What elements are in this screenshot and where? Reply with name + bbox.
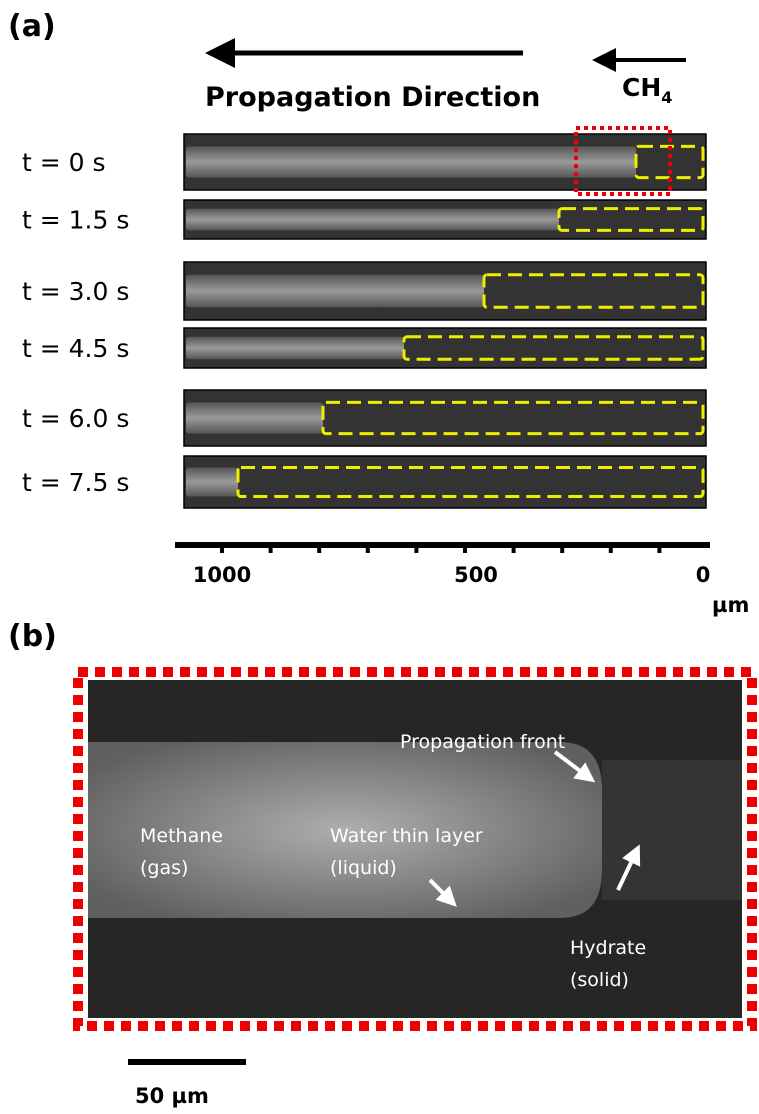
water-label: (liquid) — [330, 857, 397, 879]
scale-label: 500 — [454, 563, 498, 587]
gas-label: (gas) — [140, 857, 188, 879]
front-label: Propagation front — [400, 731, 565, 753]
panel-label: (a) — [8, 9, 56, 44]
gas-label: Methane — [140, 825, 223, 847]
time-label: t = 1.5 s — [22, 206, 129, 235]
hydrate-label: Hydrate — [570, 937, 646, 959]
time-label: t = 6.0 s — [22, 404, 129, 433]
gas-label: CH4 — [622, 73, 672, 107]
scale-label: 1000 — [193, 563, 251, 587]
scale-bar-label: 50 µm — [135, 1084, 209, 1108]
water-band — [186, 209, 559, 231]
direction-label: Propagation Direction — [205, 82, 540, 113]
water-band — [186, 146, 636, 177]
time-label: t = 0 s — [22, 148, 106, 177]
time-label: t = 4.5 s — [22, 334, 129, 363]
strip — [184, 456, 706, 508]
water-label: Water thin layer — [330, 825, 483, 847]
water-band — [186, 337, 404, 359]
strips: t = 0 s t = 1.5 s t = 3.0 s t = 4.5 s t = 6.… — [22, 134, 706, 508]
gas-text: CH — [622, 73, 661, 102]
panel-label: (b) — [8, 619, 57, 654]
page: (a) Propagation Direction CH4 t = 0 st =… — [0, 0, 759, 1114]
time-label: t = 3.0 s — [22, 277, 129, 306]
time-label: t = 7.5 s — [22, 468, 129, 497]
water-band — [186, 467, 238, 496]
gas-subscript: 4 — [661, 88, 672, 107]
scale-unit: µm — [712, 593, 749, 617]
figure: (a) Propagation Direction CH4 t = 0 st =… — [0, 0, 759, 1114]
hydrate-label: (solid) — [570, 969, 629, 991]
water-band — [186, 402, 323, 433]
water-band — [186, 275, 484, 307]
scale-label: 0 — [696, 563, 711, 587]
